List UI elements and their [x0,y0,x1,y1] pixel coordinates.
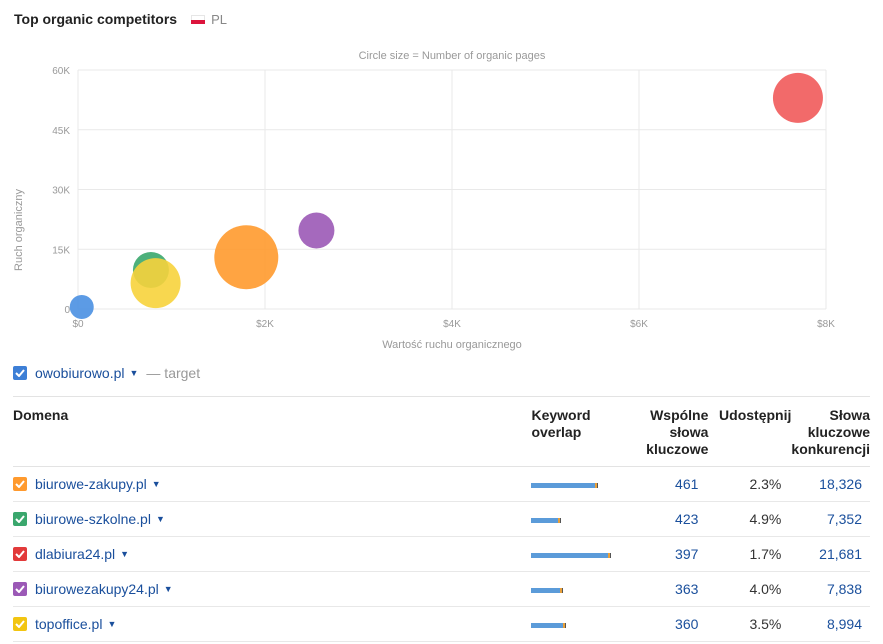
competitor-checkbox[interactable] [13,512,27,526]
table-row: biurowezakupy24.pl ▼ 363 4.0% 7,838 [13,571,870,607]
y-axis-label: Ruch organiczny [13,189,25,271]
competitor-domain-link[interactable]: biurowe-zakupy.pl [35,476,147,492]
cell-common-keywords[interactable]: 360 [617,606,709,642]
competitors-table: Domena Keyword overlap Wspólne słowa kluczo… [13,396,870,642]
target-domain-link[interactable]: owobiurowo.pl [35,365,125,381]
overlap-bar [531,482,599,488]
cell-competitor-keywords[interactable]: 7,352 [791,501,870,537]
cell-share: 2.3% [708,466,792,502]
bubble-topoffice-pl[interactable] [130,258,181,309]
cell-common-keywords[interactable]: 363 [617,571,709,607]
table-row: topoffice.pl ▼ 360 3.5% 8,994 [13,606,870,642]
cell-keyword-overlap [531,571,618,607]
header-domain[interactable]: Domena [13,396,532,467]
chevron-down-icon[interactable]: ▼ [120,549,130,559]
competitor-checkbox[interactable] [13,617,27,631]
table-row: biurowe-szkolne.pl ▼ 423 4.9% 7,352 [13,501,870,537]
y-axis-ticks: 0 15K 30K 45K 60K [52,66,70,316]
x-axis-label: Wartość ruchu organicznego [382,339,522,351]
table-header-row: Domena Keyword overlap Wspólne słowa kluczo… [13,396,870,467]
cell-keyword-overlap [531,501,618,537]
cell-competitor-keywords[interactable]: 8,994 [791,606,870,642]
bubble-dlabiura24-pl[interactable] [772,72,823,123]
chart-grid [77,69,827,310]
y-tick-label: 0 [64,305,70,316]
overlap-bar [531,552,612,558]
cell-competitor-keywords[interactable]: 7,838 [791,571,870,607]
competitor-domain-link[interactable]: biurowe-szkolne.pl [35,511,151,527]
competitors-bubble-chart: Circle size = Number of organic pages 0 1… [13,50,835,351]
y-tick-label: 60K [52,66,70,77]
overlap-bar [531,587,564,593]
y-tick-label: 15K [52,245,70,256]
cell-domain: biurowezakupy24.pl ▼ [13,571,532,607]
bubble-owobiurowo-pl[interactable] [69,295,94,320]
chevron-down-icon[interactable]: ▼ [155,514,165,524]
bubble-biurowezakupy24-pl[interactable] [298,212,335,249]
x-tick-label: $8K [817,319,835,330]
bubble-biurowe-zakupy-pl[interactable] [214,225,279,290]
cell-keyword-overlap [531,536,618,572]
cell-domain: dlabiura24.pl ▼ [13,536,532,572]
cell-share: 3.5% [708,606,792,642]
cell-keyword-overlap [531,466,618,502]
poland-flag-icon [191,14,206,24]
country-code: PL [211,11,227,27]
chevron-down-icon[interactable]: ▼ [107,619,117,629]
chevron-down-icon[interactable]: ▼ [163,584,173,594]
cell-share: 4.9% [708,501,792,537]
competitor-domain-link[interactable]: topoffice.pl [35,616,103,632]
x-tick-label: $0 [72,319,84,330]
target-domain-row: owobiurowo.pl ▼ — target [13,365,200,381]
x-tick-label: $4K [443,319,461,330]
cell-common-keywords[interactable]: 397 [617,536,709,572]
header-competitor-keywords[interactable]: Słowa kluczowe konkurencji [791,396,870,467]
widget-title: Top organic competitors [14,11,178,27]
overlap-bar [531,622,567,628]
competitor-checkbox[interactable] [13,582,27,596]
x-tick-label: $2K [256,319,274,330]
competitor-checkbox[interactable] [13,477,27,491]
chart-note: Circle size = Number of organic pages [359,50,546,62]
cell-domain: topoffice.pl ▼ [13,606,532,642]
competitor-domain-link[interactable]: dlabiura24.pl [35,546,116,562]
cell-share: 1.7% [708,536,792,572]
cell-common-keywords[interactable]: 461 [617,466,709,502]
overlap-bar [531,517,562,523]
competitor-domain-link[interactable]: biurowezakupy24.pl [35,581,159,597]
chevron-down-icon[interactable]: ▼ [151,479,161,489]
cell-competitor-keywords[interactable]: 18,326 [791,466,870,502]
header-share[interactable]: Udostępnij [708,396,792,467]
table-row: biurowe-zakupy.pl ▼ 461 2.3% 18,326 [13,466,870,502]
chart-bubbles [69,72,823,320]
cell-domain: biurowe-zakupy.pl ▼ [13,466,532,502]
table-row: dlabiura24.pl ▼ 397 1.7% 21,681 [13,536,870,572]
cell-keyword-overlap [531,606,618,642]
target-checkbox[interactable] [13,366,27,380]
y-tick-label: 30K [52,186,70,197]
x-axis-ticks: $0 $2K $4K $6K $8K [72,319,835,330]
cell-share: 4.0% [708,571,792,607]
x-tick-label: $6K [630,319,648,330]
header-common-keywords[interactable]: Wspólne słowa kluczowe [617,396,709,467]
widget-header: Top organic competitors PL [14,11,227,27]
y-tick-label: 45K [52,126,70,137]
competitor-checkbox[interactable] [13,547,27,561]
target-label: — target [146,365,201,381]
chevron-down-icon[interactable]: ▼ [129,368,139,378]
cell-competitor-keywords[interactable]: 21,681 [791,536,870,572]
header-keyword-overlap[interactable]: Keyword overlap [531,396,618,467]
cell-common-keywords[interactable]: 423 [617,501,709,537]
cell-domain: biurowe-szkolne.pl ▼ [13,501,532,537]
